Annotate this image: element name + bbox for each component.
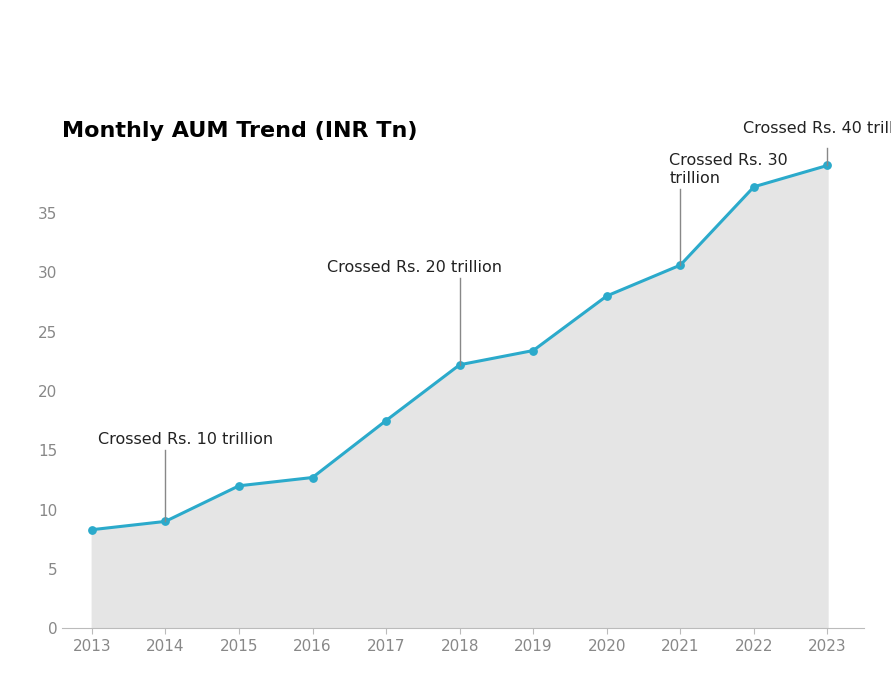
Point	[453, 359, 467, 371]
Text: Crossed Rs. 10 trillion: Crossed Rs. 10 trillion	[98, 431, 273, 447]
Point	[600, 290, 614, 302]
Point	[379, 415, 393, 426]
Point	[232, 480, 246, 491]
Point	[526, 345, 540, 356]
Text: Crossed Rs. 20 trillion: Crossed Rs. 20 trillion	[327, 260, 503, 274]
Point	[747, 181, 761, 193]
Point	[85, 524, 99, 535]
Point	[674, 260, 688, 271]
Text: Crossed Rs. 30
trillion: Crossed Rs. 30 trillion	[669, 153, 788, 186]
Text: Monthly AUM Trend (INR Tn): Monthly AUM Trend (INR Tn)	[62, 121, 418, 141]
Point	[821, 160, 835, 171]
Point	[306, 472, 320, 483]
Point	[159, 516, 173, 527]
Text: Crossed Rs. 40 trillion: Crossed Rs. 40 trillion	[743, 121, 891, 135]
